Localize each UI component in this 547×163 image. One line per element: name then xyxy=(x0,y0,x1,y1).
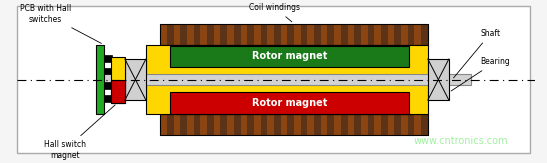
Bar xyxy=(110,57,125,103)
Bar xyxy=(281,24,287,45)
Bar xyxy=(307,114,314,135)
Bar xyxy=(214,24,220,45)
Bar xyxy=(334,114,341,135)
Bar xyxy=(125,59,146,100)
Text: Shaft: Shaft xyxy=(453,29,501,78)
Text: Rotor magnet: Rotor magnet xyxy=(252,51,327,61)
Bar xyxy=(307,24,314,45)
Bar xyxy=(334,24,341,45)
Bar xyxy=(110,80,125,103)
Bar xyxy=(170,46,409,67)
Bar xyxy=(200,114,207,135)
Bar xyxy=(104,95,112,102)
Text: www.cntronics.com: www.cntronics.com xyxy=(414,136,508,146)
Bar xyxy=(294,114,301,135)
Bar xyxy=(160,24,428,45)
Text: Coil windings: Coil windings xyxy=(249,3,300,22)
Bar xyxy=(227,24,234,45)
Bar xyxy=(401,114,408,135)
Bar xyxy=(214,114,220,135)
Bar xyxy=(321,24,328,45)
Bar xyxy=(146,45,428,114)
Bar xyxy=(200,24,207,45)
Bar xyxy=(347,24,354,45)
Bar xyxy=(160,24,167,45)
Bar xyxy=(281,114,287,135)
Bar xyxy=(187,24,194,45)
FancyBboxPatch shape xyxy=(17,7,530,153)
Bar xyxy=(361,24,368,45)
Bar xyxy=(361,114,368,135)
Bar xyxy=(104,68,112,74)
Bar xyxy=(415,114,421,135)
Bar xyxy=(160,114,167,135)
Bar xyxy=(173,24,181,45)
Bar xyxy=(388,114,394,135)
Bar xyxy=(241,24,247,45)
Bar xyxy=(104,55,112,62)
Bar xyxy=(267,114,274,135)
Bar xyxy=(187,114,194,135)
Bar xyxy=(415,24,421,45)
Bar xyxy=(227,114,234,135)
Bar xyxy=(160,114,428,135)
Bar xyxy=(254,24,260,45)
Bar xyxy=(401,24,408,45)
Bar xyxy=(374,114,381,135)
Bar xyxy=(160,24,428,45)
Bar xyxy=(104,82,112,89)
Bar xyxy=(96,45,104,114)
Bar xyxy=(294,24,301,45)
Bar xyxy=(267,24,274,45)
Bar xyxy=(241,114,247,135)
Text: Bearing: Bearing xyxy=(451,57,510,91)
Bar xyxy=(254,114,260,135)
Bar xyxy=(98,74,471,85)
Bar xyxy=(388,24,394,45)
Text: Hall switch
magnet: Hall switch magnet xyxy=(44,105,115,160)
Bar xyxy=(428,59,449,100)
Bar xyxy=(321,114,328,135)
Bar xyxy=(374,24,381,45)
Bar xyxy=(170,92,409,113)
Bar xyxy=(160,114,428,135)
Text: PCB with Hall
switches: PCB with Hall switches xyxy=(20,4,101,43)
Bar xyxy=(173,114,181,135)
Bar xyxy=(347,114,354,135)
Text: Rotor magnet: Rotor magnet xyxy=(252,98,327,108)
